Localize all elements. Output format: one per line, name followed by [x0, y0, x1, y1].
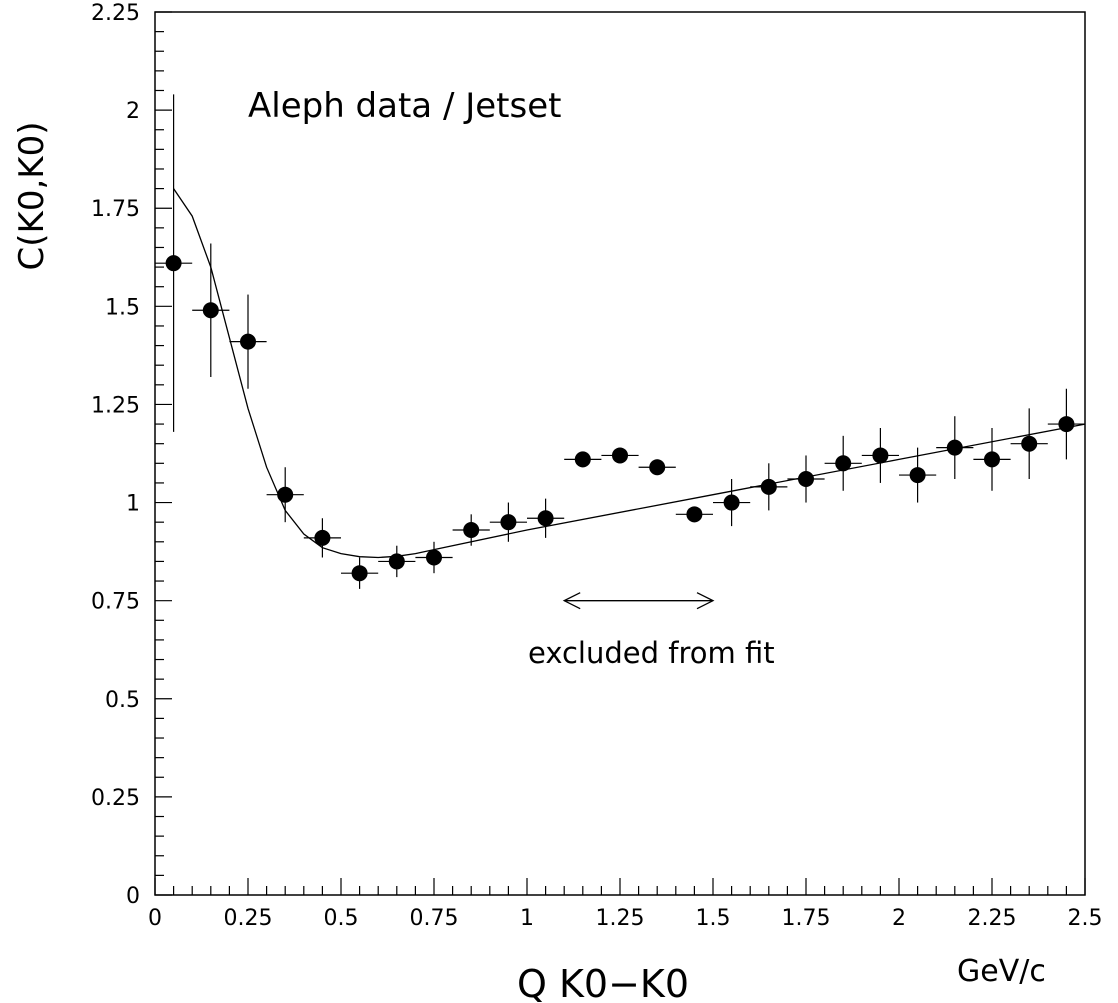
data-point: [760, 478, 777, 495]
data-point: [388, 553, 405, 570]
data-point: [351, 565, 368, 582]
data-point: [946, 439, 963, 456]
top-annotation: Aleph data / Jetset: [248, 86, 561, 126]
data-point: [574, 451, 591, 468]
y-tick-label: 0: [126, 884, 140, 909]
x-axis-unit: GeV/c: [957, 954, 1046, 989]
x-tick-label: 0.75: [410, 906, 459, 931]
data-point: [500, 514, 517, 531]
ticks: [154, 11, 1086, 896]
data-point: [686, 506, 703, 523]
x-tick-label: 1: [520, 906, 534, 931]
x-tick-label: 0.25: [224, 906, 273, 931]
data-point: [165, 255, 182, 272]
data-point: [240, 333, 256, 350]
y-tick-label: 1.5: [105, 295, 140, 320]
data-point: [835, 455, 852, 472]
data-point: [277, 486, 294, 503]
y-axis-title: C(K0,K0): [12, 122, 52, 271]
data-point: [537, 510, 554, 527]
y-tick-label: 1.75: [91, 197, 140, 222]
data-point: [984, 451, 1000, 468]
data-point: [723, 494, 740, 511]
x-tick-label: 1.75: [782, 906, 831, 931]
x-tick-label: 2: [892, 906, 906, 931]
data-point: [463, 522, 480, 539]
arrow-head-left: [562, 592, 581, 610]
data-point: [426, 549, 442, 566]
x-tick-label: 1.5: [696, 906, 731, 931]
data-point: [649, 459, 666, 476]
y-tick-label: 1.25: [91, 393, 140, 418]
arrow-head-right: [696, 592, 715, 610]
data-point: [612, 447, 628, 464]
x-tick-label: 0: [148, 906, 162, 931]
y-tick-label: 1: [126, 492, 140, 517]
error-bars: [155, 94, 1085, 589]
points: [165, 255, 1075, 582]
data-point: [202, 302, 219, 319]
data-point: [1058, 416, 1075, 433]
tick-labels: 0 0.25 0.5 0.75 1 1.25 1.5 1.75 2 2.25 2.5 0 0.25 0.5…: [91, 1, 1102, 931]
x-tick-label: 0.5: [324, 906, 359, 931]
y-tick-label: 0.75: [91, 590, 140, 615]
y-tick-label: 2: [126, 99, 140, 124]
x-tick-label: 2.5: [1068, 906, 1103, 931]
data-point: [872, 447, 889, 464]
data-point: [909, 467, 926, 484]
data-point: [798, 471, 814, 488]
excluded-annotation: excluded from fit: [528, 636, 775, 670]
x-axis-title: Q K0−K0: [517, 962, 689, 1003]
x-tick-label: 2.25: [968, 906, 1017, 931]
fit-curve: [173, 188, 1086, 559]
data-point: [1021, 435, 1038, 452]
data-point: [314, 529, 331, 546]
y-tick-label: 0.5: [105, 688, 140, 713]
x-tick-label: 1.25: [596, 906, 645, 931]
y-tick-label: 0.25: [91, 786, 140, 811]
y-tick-label: 2.25: [91, 1, 140, 26]
excluded-arrow: [562, 592, 715, 610]
